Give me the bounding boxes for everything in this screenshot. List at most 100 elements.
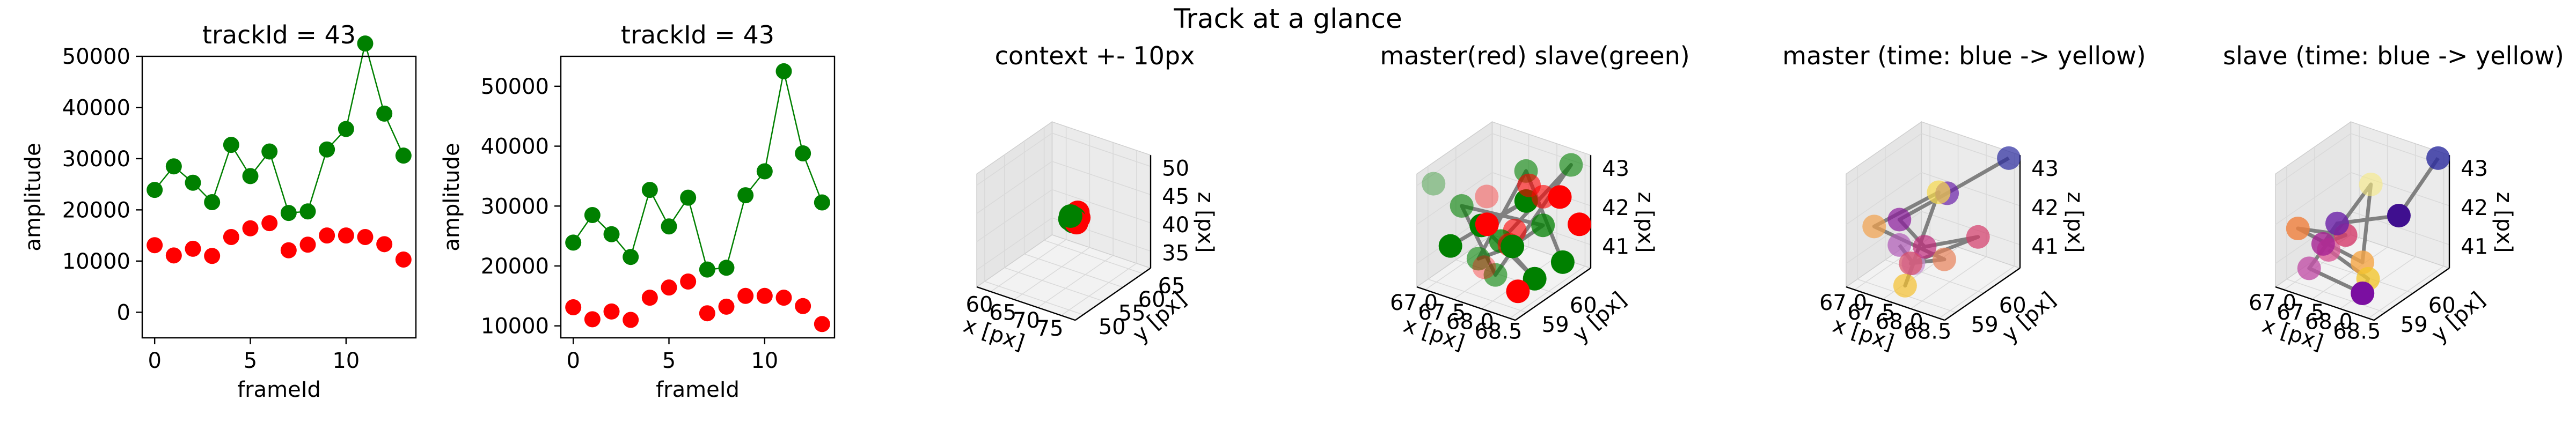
z-tick-label: 35 [1162,241,1189,265]
x-tick-label: 70 [1013,308,1040,333]
x-tick-label: 67.5 [1847,300,1895,325]
x-tick-label: 67.5 [2277,300,2324,325]
data-point [699,305,715,322]
grid-line [2286,278,2385,313]
data-point [1472,255,1496,279]
chart-title: master(red) slave(green) [1380,41,1689,70]
data-point [319,141,335,158]
data-point [1531,184,1555,209]
x-tick-label: 75 [1036,316,1064,341]
data-point [756,163,773,180]
y-tick-label: 40000 [62,95,130,120]
data-point [2286,217,2310,241]
y-tick-label: 59 [1542,313,1569,337]
x-tick-label: 10 [751,349,778,373]
x-tick-label: 68.5 [2333,319,2381,344]
z-tick-label: 41 [1602,234,1629,259]
y-tick-label: 59 [2401,313,2428,337]
x-tick-label: 67.0 [1390,291,1438,315]
x-axis-line [1416,286,1516,321]
grid-line [1938,265,2015,319]
data-point [338,227,354,244]
data-point [584,207,601,224]
data-point [1058,204,1082,228]
data-point [242,168,259,184]
data-point [2351,282,2375,306]
data-point [2359,172,2383,196]
data-point [2387,204,2411,228]
data-point [299,236,316,253]
x-axis-label: frameId [656,378,740,402]
grid-line [1921,172,2021,206]
grid-line [1060,263,1137,316]
data-point [1450,194,1474,218]
data-point [584,311,601,328]
grid-line [1846,133,1922,186]
grid-line [1004,267,1103,301]
data-point [603,226,620,242]
x-axis-line [1846,286,1945,321]
data-point [814,194,830,211]
y-axis-line [1074,267,1151,321]
x-tick-label: 68.5 [1474,319,1522,344]
x-tick-label: 65 [989,300,1016,325]
y-axis-label: amplitude [21,143,46,251]
data-point [165,158,182,175]
data-point [2311,232,2335,256]
data-point [1475,184,1499,209]
chart-title: context +- 10px [995,41,1195,70]
data-point [280,205,297,221]
x-axis-label: frameId [237,378,321,402]
x-tick-label: 68.0 [2305,310,2353,335]
data-point [2426,146,2450,170]
data-point [1927,180,1951,204]
data-point [1887,233,1912,257]
grid-line [1416,133,1492,186]
y-tick-label: 10000 [481,314,549,339]
data-point [1523,267,1547,291]
grid-line [2275,172,2351,225]
grid-line [1037,255,1114,308]
data-point [395,147,412,164]
x-tick-label: 5 [244,349,257,373]
data-point [756,287,773,304]
data-point [223,137,239,153]
y-axis-line [1944,267,2021,321]
z-tick-label: 43 [2461,157,2488,181]
y-tick-label: 60 [2428,293,2456,318]
grid-line [1014,247,1090,300]
y-tick-label: 60 [1570,293,1597,318]
data-point [242,220,259,236]
grid-line [976,217,1052,271]
data-point [2297,256,2321,280]
grid-line [1509,265,1585,319]
grid-line [1052,161,1151,195]
axes-frame [141,55,417,339]
grid-line [2275,133,2351,186]
data-point [1913,235,1937,259]
chart-title: slave (time: blue -> yellow) [2223,41,2564,70]
data-point [680,273,697,290]
grid-line [990,239,1067,292]
side-pane [976,121,1053,288]
y-tick-label: 59 [1971,313,1999,337]
data-point [737,287,754,304]
data-point [1531,213,1555,238]
grid-line [1428,278,1527,313]
y-tick-label: 65 [1158,273,1185,298]
data-point [204,248,221,264]
y-tick-label: 40000 [481,135,549,159]
data-point [775,63,792,79]
data-point [623,312,639,328]
data-point [147,237,163,254]
grid-line [2311,247,2388,300]
chart-title: master (time: blue -> yellow) [1782,41,2146,70]
x-tick-label: 0 [566,349,580,373]
grid-line [1425,237,1501,290]
z-tick-label: 42 [2031,196,2059,220]
data-point [299,203,316,220]
data-point [357,228,374,245]
